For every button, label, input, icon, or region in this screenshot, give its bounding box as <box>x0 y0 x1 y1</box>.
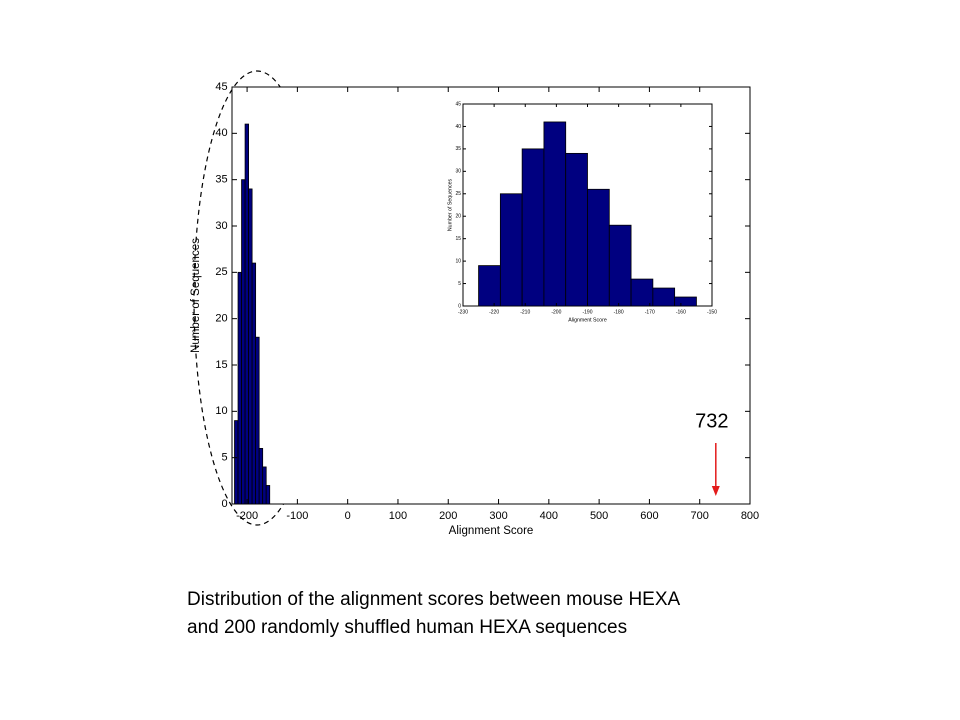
y-tick-label: 40 <box>215 127 227 139</box>
y-tick-label: 10 <box>215 405 227 417</box>
bar <box>234 420 239 505</box>
x-tick-label: 600 <box>640 510 658 522</box>
caption-line: and 200 randomly shuffled human HEXA seq… <box>187 617 627 638</box>
y-tick-label: 15 <box>215 359 227 371</box>
y-axis-label: Number of Sequences <box>447 179 453 232</box>
x-tick-label: 100 <box>389 510 407 522</box>
bar <box>237 271 242 505</box>
y-axis-label: Number of Sequences <box>190 238 202 353</box>
bar <box>521 148 545 307</box>
y-tick-label: 20 <box>455 214 461 220</box>
y-tick-label: 5 <box>221 452 227 464</box>
x-tick-label: -230 <box>458 309 468 315</box>
bar <box>499 193 523 307</box>
x-tick-label: -160 <box>676 309 686 315</box>
x-tick-label: 200 <box>439 510 457 522</box>
y-tick-label: 5 <box>458 281 461 287</box>
x-tick-label: 500 <box>590 510 608 522</box>
bar <box>565 152 588 307</box>
y-tick-label: 30 <box>215 220 227 232</box>
y-tick-label: 0 <box>458 303 461 309</box>
y-tick-label: 25 <box>215 266 227 278</box>
bar <box>478 265 501 307</box>
bar <box>255 336 260 505</box>
x-tick-label: -200 <box>236 510 258 522</box>
x-tick-label: -220 <box>489 309 499 315</box>
y-tick-label: 40 <box>455 124 461 130</box>
x-axis-label: Alignment Score <box>568 317 607 323</box>
bar <box>543 121 567 307</box>
y-tick-label: 15 <box>455 236 461 242</box>
y-tick-label: 35 <box>215 174 227 186</box>
x-tick-label: -200 <box>551 309 561 315</box>
y-tick-label: 30 <box>455 169 461 175</box>
x-tick-label: -100 <box>286 510 308 522</box>
annotation-label: 732 <box>695 410 728 432</box>
y-tick-label: 35 <box>455 146 461 152</box>
x-tick-label: -190 <box>582 309 592 315</box>
y-tick-label: 20 <box>215 313 227 325</box>
bar <box>630 278 654 307</box>
y-tick-label: 10 <box>455 258 461 264</box>
arrow-head <box>711 486 720 496</box>
y-tick-label: 45 <box>215 81 227 93</box>
bar <box>652 287 676 307</box>
bar <box>251 262 257 505</box>
y-tick-label: 25 <box>455 191 461 197</box>
bar <box>265 485 271 505</box>
bar <box>608 224 632 307</box>
bar <box>674 296 697 307</box>
x-tick-label: 700 <box>691 510 709 522</box>
bar <box>248 188 253 505</box>
bar <box>244 123 249 505</box>
x-tick-label: 300 <box>489 510 507 522</box>
x-tick-label: -180 <box>614 309 624 315</box>
bar <box>241 179 246 505</box>
x-tick-label: 0 <box>345 510 351 522</box>
x-tick-label: -170 <box>645 309 655 315</box>
caption-line: Distribution of the alignment scores bet… <box>187 589 681 610</box>
y-tick-label: 0 <box>221 498 227 510</box>
x-tick-label: -210 <box>520 309 530 315</box>
x-tick-label: -150 <box>707 309 717 315</box>
bar <box>258 447 264 505</box>
x-tick-label: 400 <box>540 510 558 522</box>
bar <box>262 466 267 505</box>
x-tick-label: 800 <box>741 510 759 522</box>
bar <box>587 188 610 307</box>
y-tick-label: 45 <box>455 101 461 107</box>
x-axis-label: Alignment Score <box>449 525 534 537</box>
